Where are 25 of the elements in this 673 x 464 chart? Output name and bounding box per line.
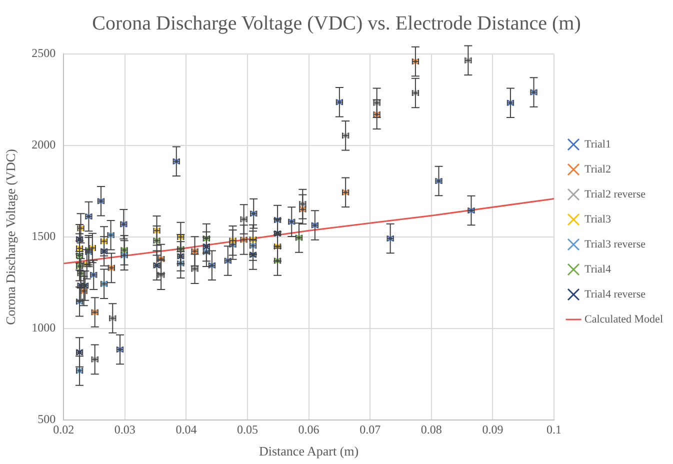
x-tick-label: 0.08 xyxy=(420,422,442,436)
legend-label: Trial3 xyxy=(584,213,612,226)
x-tick-label: 0.1 xyxy=(546,422,562,436)
y-tick-label: 1500 xyxy=(32,229,56,244)
x-tick-label: 0.07 xyxy=(360,422,381,436)
legend-label: Calculated Model xyxy=(584,313,664,326)
legend-label: Trial2 xyxy=(584,163,611,176)
x-tick-label: 0.03 xyxy=(114,422,136,436)
legend-label: Trial4 reverse xyxy=(584,288,646,300)
y-tick-label: 2000 xyxy=(32,138,56,152)
legend-label: Trial2 reverse xyxy=(584,188,646,200)
y-tick-label: 2500 xyxy=(32,46,56,60)
y-tick-label: 500 xyxy=(38,412,56,426)
x-axis-title: Distance Apart (m) xyxy=(258,444,359,459)
legend-label: Trial3 reverse xyxy=(584,238,646,250)
x-tick-label: 0.05 xyxy=(237,422,258,436)
y-tick-label: 1000 xyxy=(32,320,56,335)
x-tick-label: 0.09 xyxy=(482,422,504,436)
legend-label: Trial1 xyxy=(584,138,611,150)
x-tick-label: 0.04 xyxy=(176,422,197,436)
x-tick-label: 0.02 xyxy=(53,422,74,436)
legend-label: Trial4 xyxy=(584,263,612,276)
chart-title: Corona Discharge Voltage (VDC) vs. Electrode Distance (m) xyxy=(92,12,581,34)
y-axis-title: Corona Discharge Voltage (VDC) xyxy=(3,149,18,325)
x-tick-label: 0.06 xyxy=(298,422,320,436)
